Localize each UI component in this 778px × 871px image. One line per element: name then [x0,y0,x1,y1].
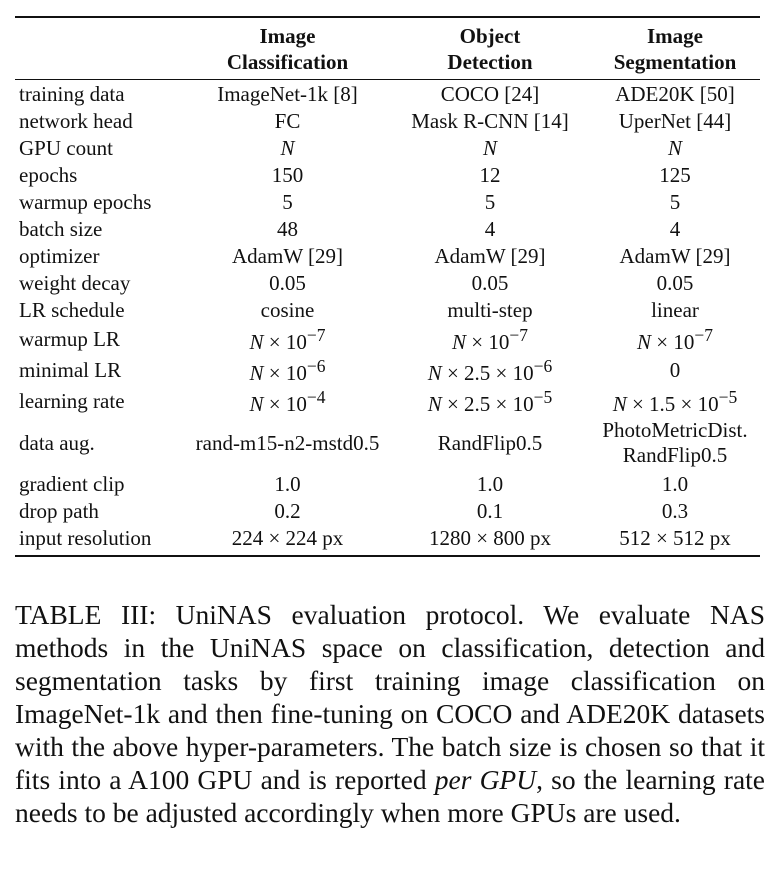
table-cell: COCO [24] [440,81,540,106]
row-label: drop path [19,498,99,523]
table-cell: N × 2.5 × 10−6 [427,356,553,385]
table-row: batch size 48 4 4 [15,215,760,242]
table-caption: TABLE III: UniNAS evaluation protocol. W… [15,598,765,828]
table-cell: 5 [282,189,293,214]
table-cell: AdamW [29] [232,243,343,268]
row-label: weight decay [19,270,131,295]
table-row: drop path 0.2 0.1 0.3 [15,497,760,524]
table-cell: AdamW [29] [619,243,731,268]
table-cell: 4 [669,216,681,241]
table-cell: 0.05 [471,270,509,295]
table-row: GPU count N N N [15,134,760,161]
table-row: input resolution 224 × 224 px 1280 × 800 p… [15,524,760,557]
table-row: optimizer AdamW [29] AdamW [29] AdamW [29] [15,242,760,269]
table-cell: 0 [669,357,681,382]
table-row: weight decay 0.05 0.05 0.05 [15,269,760,296]
table-cell: 5 [669,189,681,214]
table-cell: N × 10−7 [637,325,713,354]
table-row: gradient clip 1.0 1.0 1.0 [15,470,760,497]
table-cell: 0.05 [269,270,306,295]
header-empty [15,18,185,80]
table-cell: 12 [479,162,501,187]
table-row: warmup LR N × 10−7 N × 10−7 N × 10−7 [15,323,760,354]
table-cell: ADE20K [50] [615,81,735,106]
table-cell: 0.05 [656,270,694,295]
table-cell: rand-m15-n2-mstd0.5 [195,430,380,455]
table-cell: AdamW [29] [434,243,546,268]
table-row: epochs 150 12 125 [15,161,760,188]
header-segmentation: Image Segmentation [590,18,760,80]
table-cell: N [280,135,295,160]
table-cell: N × 2.5 × 10−5 [427,387,553,416]
table-header-row: Image Classification Object Detection Imag… [15,18,760,80]
row-label: epochs [19,162,78,187]
table-cell: 1280 × 800 px [390,524,590,557]
table-cell: 1.0 [476,471,504,496]
row-label: gradient clip [19,471,125,496]
row-label: GPU count [19,135,113,160]
table-cell: Mask R-CNN [14] [411,108,569,133]
row-label: batch size [19,216,103,241]
table-cell: RandFlip0.5 [437,430,543,455]
table-cell: 0.3 [661,498,689,523]
table-cell: 48 [277,216,298,241]
table-cell: N × 10−7 [249,325,326,354]
table-cell: 5 [484,189,496,214]
table-cell: N [482,135,497,160]
table-cell: 512 × 512 px [590,524,760,557]
table-row: minimal LR N × 10−6 N × 2.5 × 10−6 0 [15,354,760,385]
table-cell: 150 [271,162,304,187]
table-row: learning rate N × 10−4 N × 2.5 × 10−5 N × 1… [15,385,760,416]
table-cell: multi-step [447,297,533,322]
table-cell: 125 [659,162,691,187]
table-row: warmup epochs 5 5 5 [15,188,760,215]
table-cell: cosine [260,297,315,322]
table-cell: 0.1 [476,498,504,523]
table-cell: 1.0 [661,471,689,496]
table-cell: N × 10−4 [249,387,326,416]
table-cell: linear [651,297,699,322]
header-detection: Object Detection [390,18,590,80]
table-row: training data ImageNet-1k [8] COCO [24] ADE… [15,80,760,108]
row-label: warmup epochs [19,189,152,214]
row-label: LR schedule [19,297,125,322]
header-classification: Image Classification [185,18,390,80]
table-cell: ImageNet-1k [8] [217,81,358,106]
table-cell: 224 × 224 px [185,524,390,557]
row-label: warmup LR [19,326,120,351]
table-cell: UperNet [44] [618,108,732,133]
table-row: network head FC Mask R-CNN [14] UperNet [44… [15,107,760,134]
table-cell: N [667,135,682,160]
table-cell: PhotoMetricDist. RandFlip0.5 [602,418,748,467]
row-label: optimizer [19,243,100,268]
row-label: data aug. [19,430,95,455]
row-label: learning rate [19,388,125,413]
table-cell: N × 10−6 [249,356,326,385]
table-cell: N × 10−7 [452,325,528,354]
row-label: network head [19,108,133,133]
table-cell: 0.2 [274,498,301,523]
row-label: input resolution [15,524,185,557]
table-cell: 4 [484,216,496,241]
row-label: minimal LR [19,357,122,382]
table-row: LR schedule cosine multi-step linear [15,296,760,323]
table-cell: N × 1.5 × 10−5 [612,387,738,416]
table-cell: FC [274,108,301,133]
table-cell: 1.0 [274,471,301,496]
table-row: data aug. rand-m15-n2-mstd0.5 RandFlip0.5 P… [15,416,760,470]
row-label: training data [19,81,125,106]
hyperparameter-table: Image Classification Object Detection Imag… [15,16,760,557]
